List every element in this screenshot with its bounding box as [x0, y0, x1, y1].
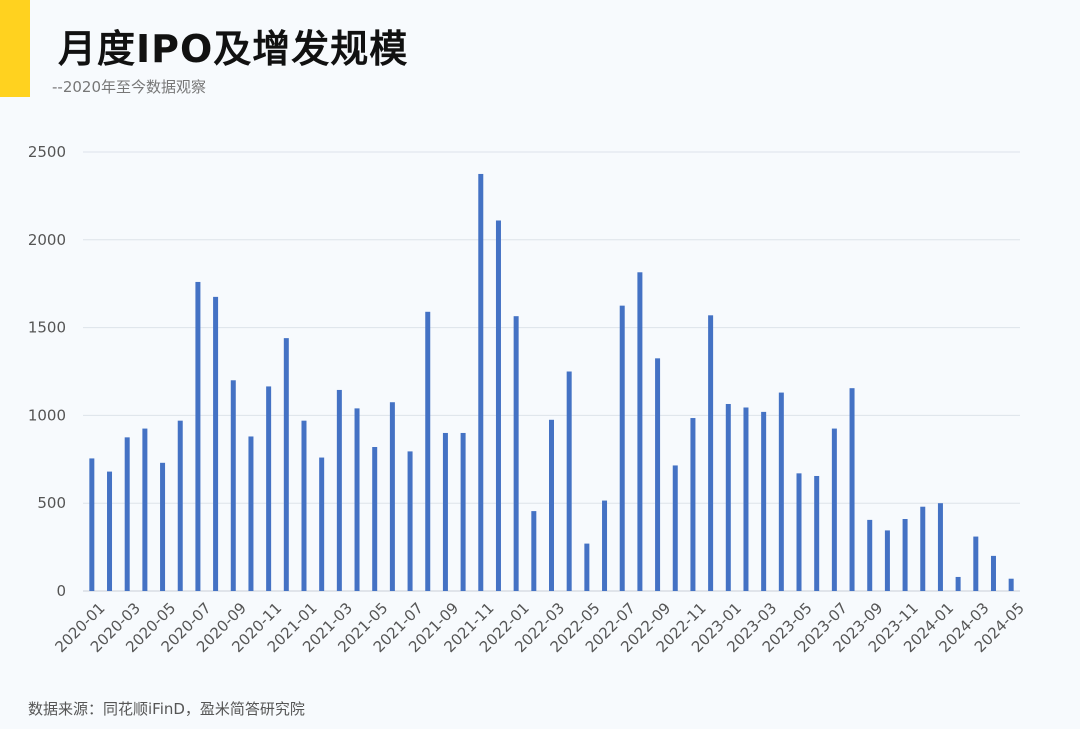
y-tick-label: 500	[37, 494, 66, 512]
bar	[283, 338, 289, 591]
page-title: 月度IPO及增发规模	[58, 27, 409, 71]
bar	[867, 519, 873, 591]
bar	[549, 419, 554, 591]
bar	[266, 386, 272, 591]
y-tick-label: 1000	[28, 406, 66, 424]
bar	[513, 316, 519, 591]
bar	[655, 358, 661, 591]
bar	[336, 389, 342, 591]
bar	[672, 465, 678, 591]
bar	[973, 536, 979, 591]
bar	[902, 519, 908, 591]
bar	[425, 311, 431, 591]
bar	[389, 402, 395, 591]
bar	[195, 281, 201, 591]
bar	[990, 555, 996, 591]
bar	[566, 371, 572, 591]
y-tick-label: 2500	[28, 143, 66, 161]
bar	[937, 503, 943, 591]
bar	[124, 437, 130, 591]
bar	[831, 428, 837, 591]
bar	[761, 411, 767, 591]
bar	[690, 418, 696, 591]
bar	[725, 403, 731, 591]
bar	[407, 451, 413, 591]
bar	[637, 272, 643, 591]
bar	[160, 462, 166, 591]
bar	[708, 315, 714, 591]
bar	[619, 305, 625, 591]
bar	[602, 500, 608, 591]
bar	[354, 408, 360, 591]
bar	[814, 475, 820, 591]
bar	[442, 432, 448, 591]
data-source-note: 数据来源：同花顺iFinD，盈米简答研究院	[28, 700, 305, 718]
bar	[177, 420, 183, 591]
bar	[796, 473, 802, 591]
bar	[142, 428, 148, 591]
bar	[1008, 578, 1014, 591]
bar	[849, 388, 855, 591]
bar	[213, 296, 219, 591]
bar	[584, 543, 590, 591]
bar	[319, 457, 325, 591]
bar	[107, 471, 113, 591]
y-tick-label: 0	[56, 582, 66, 600]
bar	[531, 511, 537, 591]
accent-bar	[0, 0, 30, 97]
y-tick-label: 1500	[28, 319, 66, 337]
bar	[920, 506, 926, 591]
bar	[884, 530, 890, 591]
bar	[372, 447, 378, 591]
bar	[248, 436, 254, 591]
bar	[478, 173, 484, 591]
bar	[89, 458, 95, 591]
bar	[230, 380, 236, 591]
y-tick-label: 2000	[28, 231, 66, 249]
bar	[301, 420, 307, 591]
bar	[495, 220, 501, 591]
bar	[460, 432, 466, 591]
bar	[778, 392, 784, 591]
bar	[743, 407, 749, 591]
bar	[955, 576, 961, 591]
page-subtitle: --2020年至今数据观察	[52, 78, 206, 96]
